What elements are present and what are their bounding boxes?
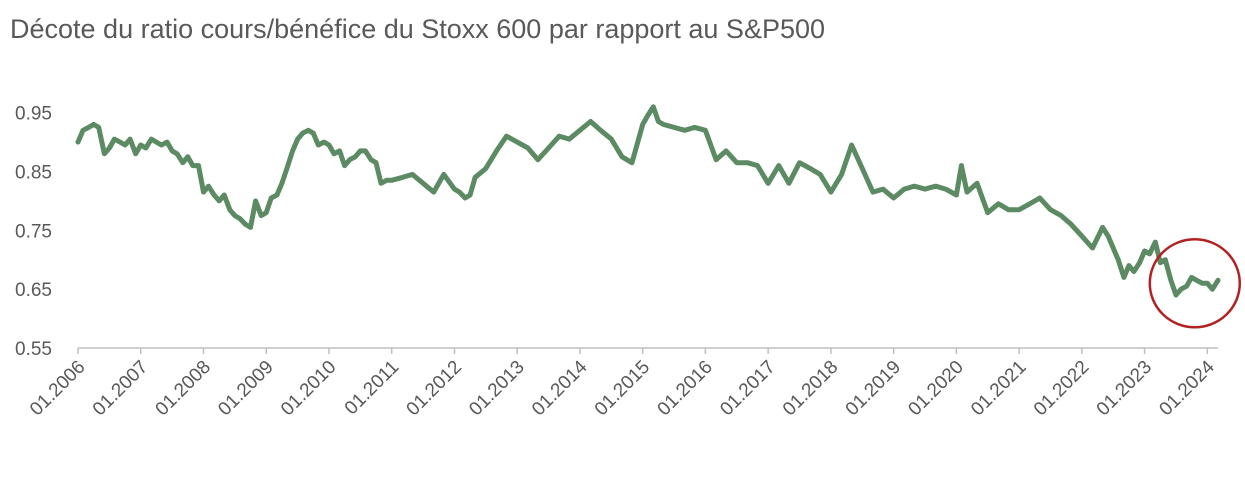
y-tick-label: 0.65 — [15, 280, 52, 301]
x-tick-label: 01.2015 — [591, 357, 654, 420]
y-tick-label: 0.55 — [15, 339, 52, 360]
x-tick-label: 01.2009 — [214, 357, 277, 420]
x-tick-label: 01.2008 — [152, 357, 215, 420]
y-tick-label: 0.75 — [15, 221, 52, 242]
chart-title: Décote du ratio cours/bénéfice du Stoxx … — [10, 14, 826, 44]
x-axis-ticks: 01.2006 01.2007 01.2008 01.2009 01.2010 01.20… — [26, 348, 1219, 420]
x-tick-label: 01.2014 — [528, 356, 592, 420]
y-tick-label: 0.95 — [15, 104, 52, 125]
x-tick-label: 01.2013 — [465, 357, 528, 420]
x-tick-label: 01.2020 — [904, 357, 967, 420]
x-tick-label: 01.2018 — [779, 357, 842, 420]
x-tick-label: 01.2007 — [89, 357, 152, 420]
x-tick-label: 01.2017 — [716, 357, 779, 420]
x-tick-label: 01.2006 — [26, 357, 89, 420]
x-tick-label: 01.2023 — [1093, 357, 1156, 420]
x-tick-label: 01.2021 — [967, 357, 1030, 420]
highlight-circle — [1148, 238, 1242, 329]
x-tick-label: 01.2024 — [1155, 356, 1219, 420]
series-line — [75, 104, 1221, 298]
x-tick-label: 01.2022 — [1030, 357, 1093, 420]
x-tick-label: 01.2019 — [842, 357, 905, 420]
y-axis-ticks: 0.95 0.85 0.75 0.65 0.55 — [15, 104, 52, 360]
x-tick-label: 01.2016 — [654, 357, 717, 420]
x-tick-label: 01.2012 — [403, 357, 466, 420]
x-tick-label: 01.2010 — [277, 357, 340, 420]
x-tick-label: 01.2011 — [341, 357, 403, 419]
y-tick-label: 0.85 — [15, 162, 52, 183]
